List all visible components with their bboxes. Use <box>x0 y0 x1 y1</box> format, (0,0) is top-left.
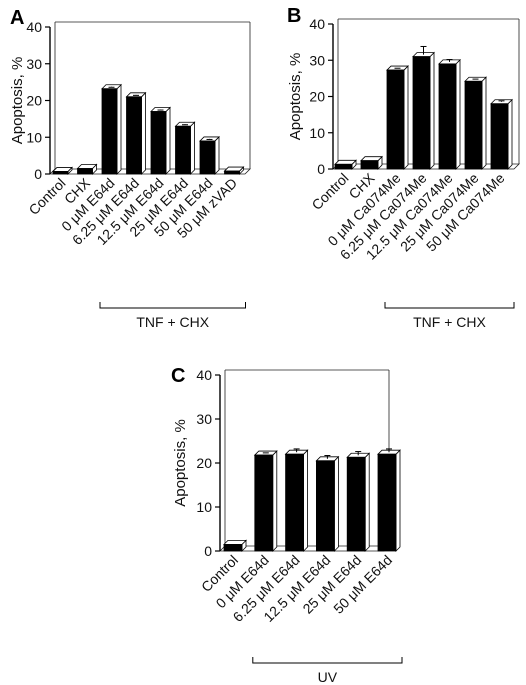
bar <box>438 63 457 170</box>
bar-side <box>364 452 370 552</box>
bar <box>360 160 379 170</box>
y-tick-label: 30 <box>196 411 212 427</box>
bar <box>464 80 483 170</box>
y-axis-label: Apoptosis, % <box>9 57 26 145</box>
bar <box>199 140 216 175</box>
group-bracket-label: UV <box>318 669 338 685</box>
bar <box>150 111 167 175</box>
bar <box>175 125 191 175</box>
bar <box>254 454 274 552</box>
panel-letter: A <box>10 7 24 29</box>
bar-side <box>272 450 278 552</box>
bar <box>346 456 366 552</box>
group-bracket-label: TNF + CHX <box>136 314 209 330</box>
group-bracket <box>252 657 403 664</box>
bar <box>285 453 305 552</box>
bar-side <box>333 455 339 552</box>
y-tick-label: 20 <box>196 455 212 471</box>
y-tick-label: 30 <box>309 52 325 68</box>
y-tick-label: 30 <box>26 56 42 72</box>
bar-top <box>76 164 98 169</box>
bar-side <box>507 98 513 170</box>
bar-side <box>481 76 487 170</box>
bar-side <box>116 83 122 175</box>
group-bracket <box>384 302 515 309</box>
y-axis-label: Apoptosis, % <box>287 53 304 141</box>
bar-side <box>141 91 146 175</box>
bar-side <box>303 449 309 552</box>
bar-side <box>165 106 171 175</box>
y-tick-label: 0 <box>317 161 325 177</box>
bar <box>224 170 240 175</box>
bar <box>412 56 431 170</box>
bar <box>77 168 93 175</box>
y-tick-label: 10 <box>196 499 212 515</box>
bar-side <box>395 449 401 552</box>
bar-side <box>190 121 195 175</box>
bar <box>334 163 353 170</box>
bar-top <box>52 167 73 172</box>
bar-top <box>223 540 247 545</box>
bar-side <box>214 135 220 175</box>
panel-letter: C <box>171 365 185 387</box>
y-tick-label: 10 <box>26 129 42 145</box>
bar <box>386 69 405 170</box>
bar <box>315 460 335 552</box>
group-bracket <box>99 302 246 309</box>
bar-side <box>429 51 435 170</box>
bar <box>490 103 509 170</box>
y-tick-label: 20 <box>26 93 42 109</box>
bar <box>126 96 142 175</box>
y-tick-label: 20 <box>309 89 325 105</box>
bar-top <box>360 156 383 162</box>
bar <box>223 544 243 552</box>
bar-side <box>455 58 461 170</box>
y-tick-label: 10 <box>309 125 325 141</box>
y-tick-label: 0 <box>34 166 42 182</box>
bar-side <box>403 65 409 170</box>
y-tick-label: 40 <box>196 367 212 383</box>
bar-top <box>223 166 245 172</box>
group-bracket-label: TNF + CHX <box>413 314 486 330</box>
y-tick-label: 40 <box>26 19 42 35</box>
bar <box>101 88 118 175</box>
y-tick-label: 40 <box>309 16 325 32</box>
bar-top <box>334 159 357 165</box>
y-tick-label: 0 <box>204 543 212 559</box>
panel-letter: B <box>287 5 301 27</box>
y-axis-label: Apoptosis, % <box>172 419 189 507</box>
bar <box>52 171 69 175</box>
bar <box>377 453 397 552</box>
